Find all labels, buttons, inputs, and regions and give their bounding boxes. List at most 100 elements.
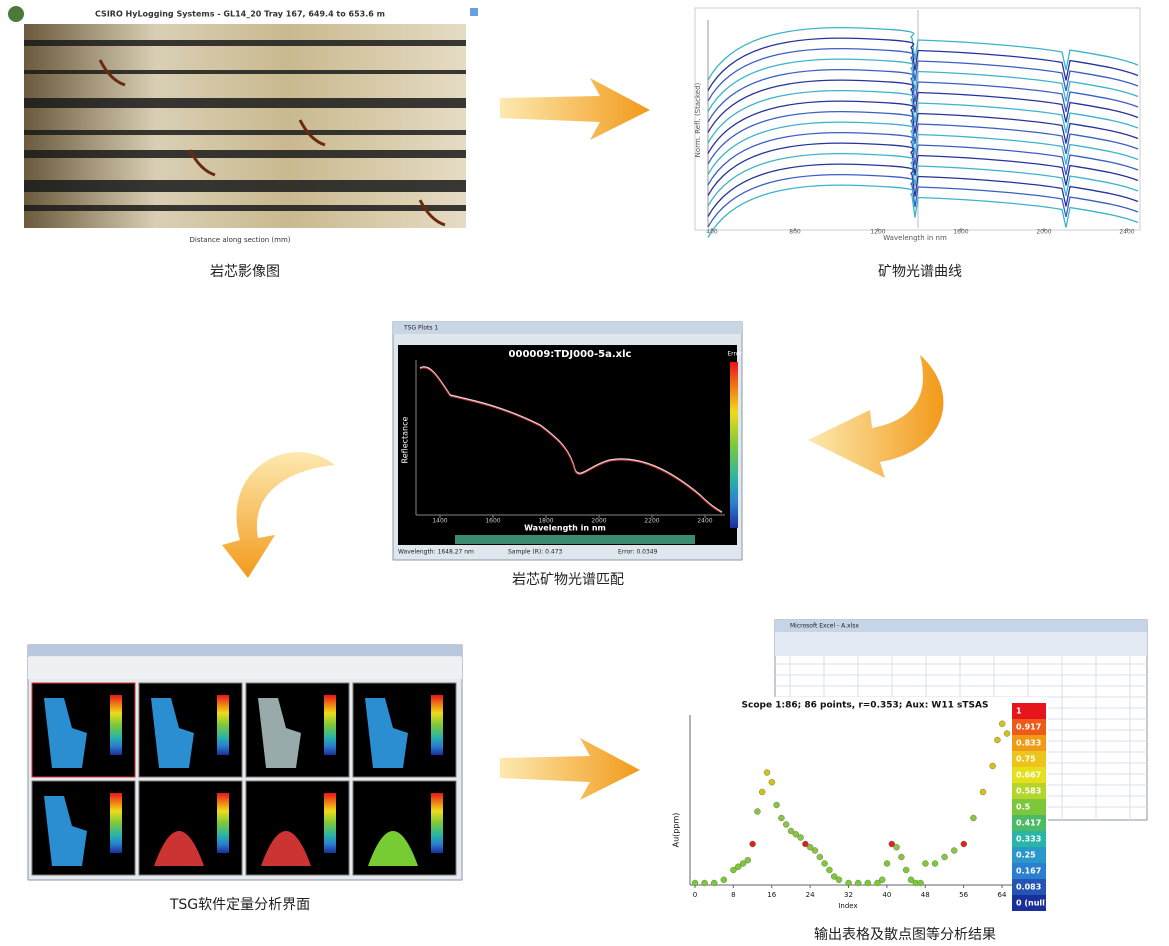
- point: [759, 788, 766, 796]
- point: [898, 853, 905, 861]
- colorbar-label: 0 (null): [1016, 899, 1049, 908]
- core-vein: [98, 59, 126, 87]
- y-label: Au(ppm): [672, 813, 681, 848]
- pane-colorbar: [431, 695, 443, 755]
- tick-label: 2000: [1036, 229, 1051, 236]
- spectrum: [707, 100, 1139, 154]
- point: [941, 853, 948, 861]
- results-panel: Microsoft Excel - A.xlsx Scope 1:86; 86 …: [672, 619, 1148, 943]
- colorbar-cell: [1012, 847, 1046, 863]
- point: [735, 863, 742, 870]
- point: [768, 779, 775, 786]
- point: [855, 879, 862, 887]
- tick-label: 64: [998, 891, 1007, 899]
- core-vein: [418, 199, 446, 227]
- arrow: [222, 452, 335, 578]
- colorbar-label: 0.333: [1016, 835, 1041, 844]
- point: [994, 736, 1001, 744]
- core-map: [44, 698, 87, 768]
- scatter-title: Scope 1:86; 86 points, r=0.353; Aux: W11…: [742, 701, 989, 711]
- logo: [8, 6, 24, 22]
- point: [989, 762, 996, 770]
- point: [883, 860, 891, 867]
- spectrum: [707, 68, 1139, 123]
- caption: 岩芯影像图: [210, 264, 280, 280]
- arrow: [500, 738, 640, 800]
- point: [979, 788, 987, 796]
- close-icon: [470, 8, 478, 16]
- core-gap: [24, 205, 466, 211]
- core-map: [44, 796, 87, 866]
- point: [787, 827, 795, 835]
- core-x-label: Distance along section (mm): [190, 236, 291, 244]
- point: [701, 879, 708, 887]
- colorbar-label: 0.167: [1016, 867, 1041, 876]
- tick-label: 1800: [538, 518, 553, 525]
- point: [792, 831, 799, 838]
- core-map: [258, 698, 301, 768]
- point: [917, 879, 924, 887]
- point: [821, 860, 828, 867]
- core-gap: [24, 150, 466, 158]
- tick-label: 56: [959, 891, 968, 899]
- spectra-y-label: Norm. Refl. (Stacked): [694, 82, 702, 157]
- pane-colorbar: [324, 695, 336, 755]
- core-gap: [24, 130, 466, 135]
- point: [893, 844, 900, 851]
- scatter-bg: [680, 697, 1048, 912]
- core-stripes: [24, 40, 466, 227]
- core-map: [365, 698, 408, 768]
- spectrum: [707, 37, 1139, 91]
- point: [816, 853, 823, 861]
- point: [931, 860, 939, 867]
- tick-label: 2200: [644, 518, 659, 525]
- arrow: [500, 78, 650, 140]
- colorbar-cell: [1012, 719, 1046, 735]
- tick-label: 24: [806, 891, 815, 899]
- pane-colorbar: [110, 695, 122, 755]
- point: [773, 801, 780, 809]
- mineral-bar: [455, 535, 695, 544]
- spectrum: [707, 184, 1139, 238]
- tick-label: 2400: [697, 518, 712, 525]
- spectrum: [707, 47, 1139, 102]
- tsg-panel: TSG软件定量分析界面: [27, 644, 463, 913]
- colorbar-label: 0.75: [1016, 755, 1036, 764]
- point: [778, 814, 785, 822]
- colorbar-cell: [1012, 879, 1046, 895]
- core-gap: [24, 98, 466, 108]
- point: [960, 840, 967, 848]
- point: [831, 873, 838, 880]
- point: [811, 847, 819, 854]
- spectrum: [707, 26, 1139, 81]
- colorbar-cell: [1012, 783, 1046, 799]
- plot-area: [398, 345, 737, 545]
- scatter-blob: [261, 831, 311, 866]
- spectrum: [707, 110, 1139, 165]
- spectrum: [707, 89, 1139, 144]
- caption: 输出表格及散点图等分析结果: [814, 926, 996, 943]
- point: [874, 879, 881, 887]
- colorbar-label: 0.833: [1016, 739, 1041, 748]
- point: [826, 866, 833, 874]
- spectrum: [707, 142, 1139, 196]
- point: [783, 821, 790, 828]
- tick-label: 2000: [591, 518, 606, 525]
- spectra-curves: [707, 26, 1139, 238]
- pane-colorbar: [217, 793, 229, 853]
- status-text: Error: 0.0349: [618, 549, 658, 556]
- legend-title: Error: [727, 351, 742, 358]
- spectrum: [707, 131, 1139, 186]
- colorbar-label: 1: [1016, 707, 1022, 716]
- point: [711, 879, 718, 887]
- point: [797, 834, 804, 841]
- tick-label: 48: [921, 891, 930, 899]
- colorbar: 1 0.917 0.833 0.75 0.667 0.583 0.5 0.417 0.333 0.…: [1012, 703, 1049, 911]
- x-label: Index: [838, 902, 857, 910]
- pane-colorbar: [110, 793, 122, 853]
- status-text: Sample (R): 0.473: [508, 549, 563, 556]
- pane-colorbar: [217, 695, 229, 755]
- point: [754, 808, 761, 815]
- core-vein: [188, 149, 216, 177]
